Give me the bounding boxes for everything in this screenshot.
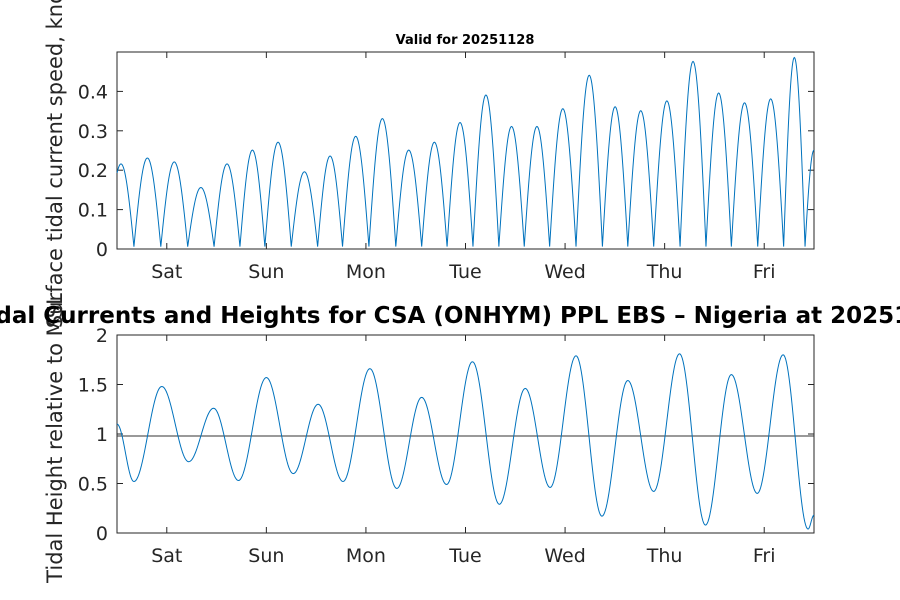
tidal-height-x-tick-label: Mon: [346, 545, 386, 567]
tidal-height-y-tick-label: 0: [96, 523, 108, 545]
current-speed-y-tick-label: 0.4: [78, 81, 108, 103]
current-speed-x-tick-label: Thu: [646, 261, 683, 283]
current-speed-x-tick-label: Mon: [346, 261, 386, 283]
main-title: Tidal Currents and Heights for CSA (ONHY…: [0, 303, 900, 329]
current-speed-y-tick-label: 0.1: [78, 200, 108, 222]
current-speed-y-tick-label: 0.3: [78, 121, 108, 143]
current-speed-x-tick-label: Fri: [753, 261, 776, 283]
tidal-height-series-line: [116, 353, 815, 530]
current-speed-y-label: Surface tidal current speed, knots: [43, 0, 67, 328]
tidal-height-y-tick-label: 1.5: [78, 375, 108, 397]
current-speed-x-tick-label: Sat: [151, 261, 182, 283]
tidal-height-x-tick-label: Sat: [151, 545, 182, 567]
current-speed-x-ticks: Sat Sun Mon Tue Wed Thu Fri: [151, 52, 776, 283]
current-speed-y-ticks: 0 0.1 0.2 0.3 0.4: [78, 81, 814, 261]
tidal-height-x-tick-label: Wed: [544, 545, 585, 567]
current-speed-y-tick-label: 0: [96, 239, 108, 261]
tidal-height-x-tick-label: Fri: [753, 545, 776, 567]
tidal-height-y-tick-label: 1: [96, 424, 108, 446]
current-speed-x-tick-label: Sun: [248, 261, 284, 283]
current-speed-x-tick-label: Tue: [448, 261, 481, 283]
tidal-height-plot-area: [116, 334, 815, 534]
current-speed-y-tick-label: 0.2: [78, 160, 108, 182]
tidal-height-y-label: Tidal Height relative to MSL: [43, 293, 67, 584]
tidal-height-axes: 0 0.5 1 1.5 2 Sat Sun Mon Tue Wed Thu Fri Tidal He…: [43, 293, 815, 584]
current-speed-x-tick-label: Wed: [544, 261, 585, 283]
current-speed-axes: 0 0.1 0.2 0.3 0.4 Sat Sun Mon Tue Wed Thu Fri Vali…: [43, 0, 815, 328]
tidal-height-y-tick-label: 2: [96, 325, 108, 347]
tidal-height-x-tick-label: Tue: [448, 545, 481, 567]
tidal-height-x-tick-label: Thu: [646, 545, 683, 567]
current-speed-series-line: [116, 56, 815, 247]
tidal-height-y-ticks: 0 0.5 1 1.5 2: [78, 325, 814, 545]
tidal-height-x-ticks: Sat Sun Mon Tue Wed Thu Fri: [151, 335, 776, 567]
current-speed-title: Valid for 20251128: [396, 33, 535, 48]
tidal-height-x-tick-label: Sun: [248, 545, 284, 567]
tidal-height-y-tick-label: 0.5: [78, 474, 108, 496]
